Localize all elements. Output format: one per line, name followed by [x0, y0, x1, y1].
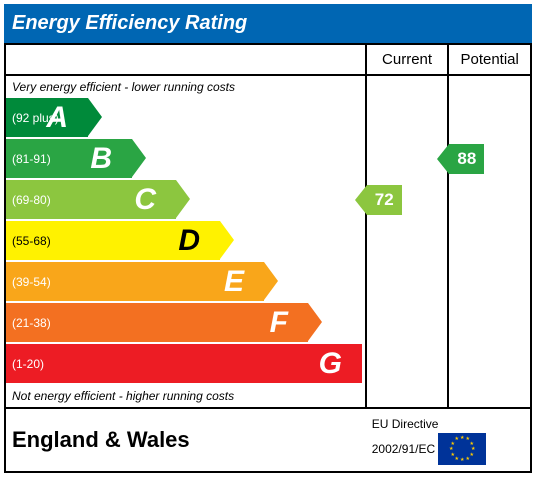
band-letter: E [224, 265, 244, 299]
footer-row: England & Wales EU Directive 2002/91/EC … [5, 408, 531, 472]
bands-container: (92 plus)A (81-91) B (69-80) C (55-68) D (39-54… [6, 98, 365, 383]
eu-flag-icon: ★★★★★★★★★★★★ [438, 433, 486, 465]
epc-table: Current Potential Very energy efficient … [4, 43, 532, 473]
top-note: Very energy efficient - lower running co… [6, 76, 365, 98]
pointer-value: 88 [449, 144, 484, 174]
band-letter: B [90, 142, 112, 176]
header-potential: Potential [448, 44, 531, 75]
header-current: Current [366, 44, 449, 75]
band-c: (69-80) C [6, 180, 365, 219]
band-range: (81-91) [6, 152, 51, 166]
pointer-value: 72 [367, 185, 402, 215]
band-range: (69-80) [6, 193, 51, 207]
band-g: (1-20) G [6, 344, 365, 383]
country-label: England & Wales [12, 427, 190, 452]
footer-directive-cell: EU Directive 2002/91/EC ★★★★★★★★★★★★ [366, 408, 531, 472]
band-e: (39-54) E [6, 262, 365, 301]
band-b: (81-91) B [6, 139, 365, 178]
bottom-note: Not energy efficient - higher running co… [6, 385, 365, 407]
band-f: (21-38) F [6, 303, 365, 342]
potential-pointer: 88 [437, 144, 484, 174]
band-letter: D [178, 224, 200, 258]
band-letter: C [134, 183, 156, 217]
band-letter: A [46, 101, 68, 135]
band-letter: G [319, 347, 342, 381]
current-column: 72 [366, 75, 449, 408]
header-blank [5, 44, 366, 75]
bands-cell: Very energy efficient - lower running co… [5, 75, 366, 408]
body-row: Very energy efficient - lower running co… [5, 75, 531, 408]
directive-text: EU Directive 2002/91/EC [372, 417, 439, 456]
band-d: (55-68) D [6, 221, 365, 260]
epc-chart: Energy Efficiency Rating Current Potenti… [0, 0, 536, 502]
band-a: (92 plus)A [6, 98, 365, 137]
band-range: (55-68) [6, 234, 51, 248]
potential-column: 88 [448, 75, 531, 408]
current-pointer: 72 [355, 185, 402, 215]
title-bar: Energy Efficiency Rating [4, 4, 532, 43]
band-letter: F [270, 306, 288, 340]
band-range: (21-38) [6, 316, 51, 330]
footer-country-cell: England & Wales [5, 408, 366, 472]
band-range: (1-20) [6, 357, 44, 371]
band-range: (39-54) [6, 275, 51, 289]
header-row: Current Potential [5, 44, 531, 75]
